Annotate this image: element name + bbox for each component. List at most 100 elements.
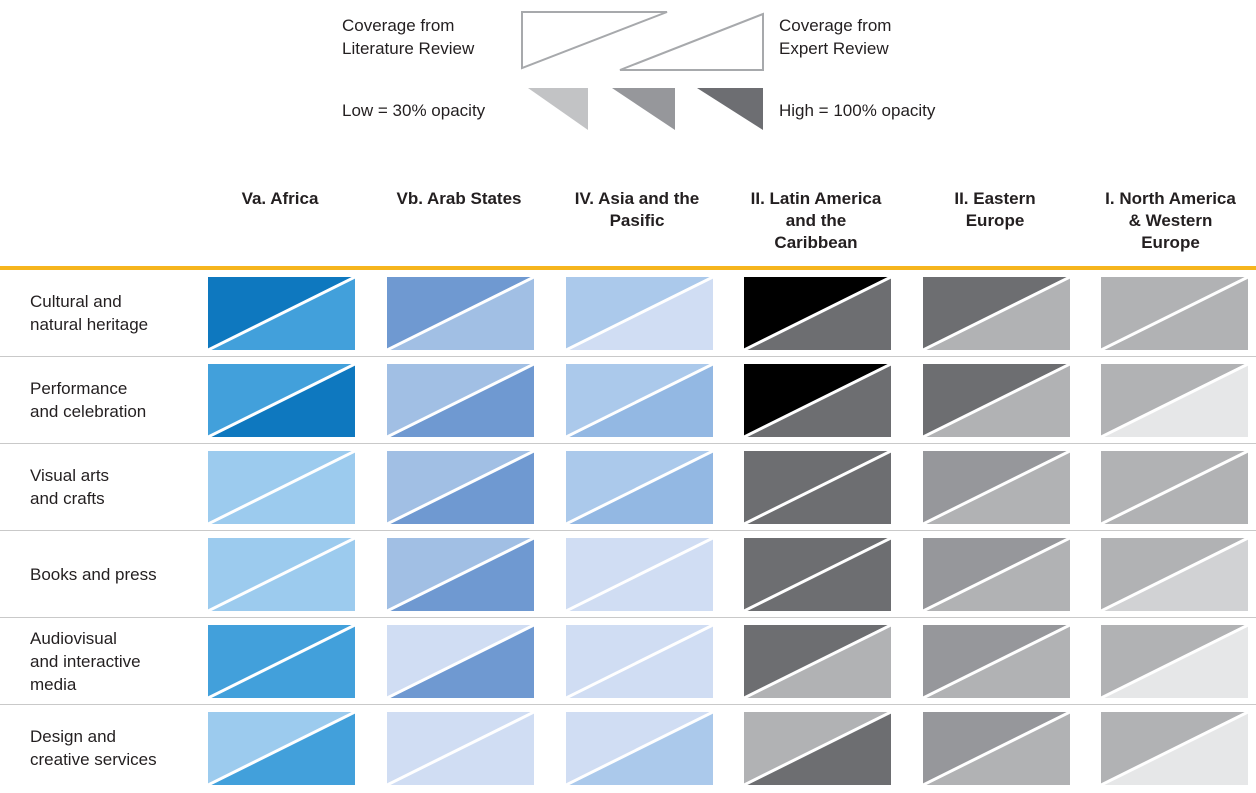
- cell-diagonal: [744, 625, 891, 698]
- coverage-cell: [923, 364, 1070, 437]
- row-label-audiovisual: Audiovisual and interactive media: [30, 628, 141, 694]
- cell-diagonal: [1101, 451, 1251, 524]
- cell-diagonal: [387, 451, 534, 524]
- coverage-cell: [923, 277, 1070, 350]
- literature-triangle-outline: [521, 11, 668, 70]
- coverage-cell: [208, 712, 355, 785]
- cell-diagonal: [923, 451, 1070, 524]
- cell-diagonal: [1101, 277, 1251, 350]
- cell-diagonal: [387, 364, 534, 437]
- cell-diagonal: [1101, 538, 1251, 611]
- coverage-cell: [744, 364, 891, 437]
- coverage-cell: [923, 625, 1070, 698]
- legend-coverage-triangles: [521, 11, 764, 71]
- cell-diagonal: [208, 451, 355, 524]
- row-divider: [0, 443, 1256, 444]
- cell-diagonal: [744, 364, 891, 437]
- coverage-cell: [208, 625, 355, 698]
- cell-diagonal: [208, 712, 355, 785]
- header-rule: [0, 266, 1256, 270]
- cell-diagonal: [208, 538, 355, 611]
- coverage-cell: [744, 451, 891, 524]
- coverage-cell: [1101, 451, 1251, 524]
- coverage-cell: [566, 712, 713, 785]
- row-label-performance: Performance and celebration: [30, 379, 147, 421]
- cell-diagonal: [923, 712, 1070, 785]
- legend-opacity-swatches: [528, 88, 763, 130]
- cell-diagonal: [923, 625, 1070, 698]
- coverage-cell: [1101, 538, 1251, 611]
- coverage-cell: [387, 277, 534, 350]
- high-opacity-swatch: [697, 88, 763, 130]
- column-header-north-america: I. North America & Western Europe: [1105, 189, 1236, 252]
- row-label-design: Design and creative services: [30, 727, 157, 769]
- column-header-latin-america: II. Latin America and the Caribbean: [750, 189, 882, 252]
- cell-diagonal: [208, 625, 355, 698]
- column-header-arab-states: Vb. Arab States: [396, 189, 522, 208]
- coverage-cell: [923, 538, 1070, 611]
- row-divider: [0, 530, 1256, 531]
- column-header-africa: Va. Africa: [241, 189, 319, 208]
- coverage-cell: [208, 451, 355, 524]
- coverage-cell: [387, 538, 534, 611]
- cell-diagonal: [744, 451, 891, 524]
- coverage-cell: [387, 625, 534, 698]
- column-header-eastern-europe: II. Eastern Europe: [954, 189, 1036, 230]
- row-label-books: Books and press: [30, 564, 157, 584]
- row-label-visual-arts: Visual arts and crafts: [30, 466, 110, 508]
- cell-diagonal: [208, 277, 355, 350]
- coverage-cell: [1101, 364, 1251, 437]
- legend-low-label: Low = 30% opacity: [342, 101, 486, 120]
- cell-diagonal: [566, 538, 713, 611]
- coverage-cell: [923, 712, 1070, 785]
- cell-diagonal: [566, 625, 713, 698]
- cell-diagonal: [923, 277, 1070, 350]
- cell-diagonal: [566, 712, 713, 785]
- coverage-cell: [387, 712, 534, 785]
- cell-diagonal: [1101, 712, 1251, 785]
- cell-diagonal: [387, 277, 534, 350]
- coverage-cell: [744, 277, 891, 350]
- row-divider: [0, 356, 1256, 357]
- cell-diagonal: [387, 625, 534, 698]
- cell-diagonal: [923, 364, 1070, 437]
- coverage-cell: [208, 364, 355, 437]
- coverage-cell: [923, 451, 1070, 524]
- cell-diagonal: [744, 538, 891, 611]
- row-divider: [0, 704, 1256, 705]
- coverage-cell: [744, 712, 891, 785]
- legend-high-label: High = 100% opacity: [779, 101, 936, 120]
- expert-triangle-outline: [619, 12, 764, 71]
- coverage-cell: [744, 625, 891, 698]
- coverage-cell: [208, 277, 355, 350]
- low-opacity-swatch: [528, 88, 588, 130]
- cell-diagonal: [208, 364, 355, 437]
- cell-diagonal: [923, 538, 1070, 611]
- cell-diagonal: [1101, 625, 1251, 698]
- coverage-cell: [387, 364, 534, 437]
- column-header-asia-pacific: IV. Asia and the Pasific: [574, 189, 700, 230]
- cell-diagonal: [1101, 364, 1251, 437]
- coverage-cell: [744, 538, 891, 611]
- coverage-cell: [566, 364, 713, 437]
- cell-diagonal: [744, 277, 891, 350]
- cell-diagonal: [566, 277, 713, 350]
- cell-diagonal: [744, 712, 891, 785]
- cell-diagonal: [387, 712, 534, 785]
- coverage-cell: [1101, 625, 1251, 698]
- legend-literature-label: Coverage from Literature Review: [342, 16, 475, 58]
- cell-diagonal: [387, 538, 534, 611]
- cell-diagonal: [566, 364, 713, 437]
- coverage-cell: [1101, 712, 1251, 785]
- row-label-heritage: Cultural and natural heritage: [30, 292, 149, 334]
- legend-expert-label: Coverage from Expert Review: [779, 16, 892, 58]
- mid-opacity-swatch: [612, 88, 675, 130]
- row-divider: [0, 617, 1256, 618]
- coverage-cell: [566, 451, 713, 524]
- coverage-cell: [566, 277, 713, 350]
- coverage-cell: [208, 538, 355, 611]
- coverage-cell: [566, 625, 713, 698]
- cell-diagonal: [566, 451, 713, 524]
- coverage-cell: [566, 538, 713, 611]
- coverage-cell: [1101, 277, 1251, 350]
